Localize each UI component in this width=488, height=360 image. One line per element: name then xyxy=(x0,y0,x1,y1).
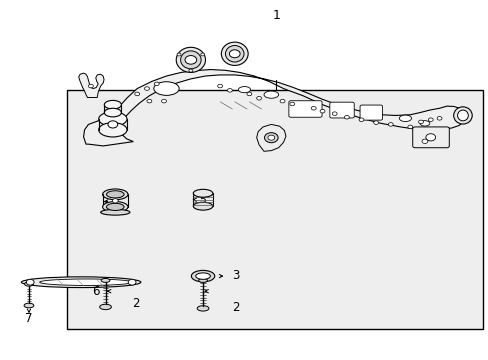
Ellipse shape xyxy=(99,112,127,126)
Ellipse shape xyxy=(193,202,212,210)
Ellipse shape xyxy=(24,303,34,308)
Circle shape xyxy=(421,139,427,143)
Circle shape xyxy=(188,69,192,72)
Circle shape xyxy=(436,117,441,120)
Text: 7: 7 xyxy=(25,311,33,325)
Ellipse shape xyxy=(104,108,121,117)
Text: 6: 6 xyxy=(92,285,100,298)
Ellipse shape xyxy=(193,189,212,197)
Ellipse shape xyxy=(101,278,110,282)
Ellipse shape xyxy=(221,42,247,66)
Ellipse shape xyxy=(238,87,250,93)
FancyBboxPatch shape xyxy=(359,105,382,120)
Ellipse shape xyxy=(100,304,111,310)
Ellipse shape xyxy=(399,115,411,122)
Ellipse shape xyxy=(191,270,214,282)
Ellipse shape xyxy=(180,51,201,69)
Polygon shape xyxy=(256,125,285,151)
Ellipse shape xyxy=(264,91,278,98)
Circle shape xyxy=(128,279,136,285)
Circle shape xyxy=(267,135,274,140)
Ellipse shape xyxy=(419,121,429,126)
Ellipse shape xyxy=(457,110,468,121)
Ellipse shape xyxy=(176,47,205,72)
Circle shape xyxy=(88,84,93,88)
Polygon shape xyxy=(79,73,104,98)
Ellipse shape xyxy=(225,45,244,62)
Circle shape xyxy=(229,50,240,58)
Circle shape xyxy=(280,99,285,103)
Circle shape xyxy=(256,96,261,100)
Circle shape xyxy=(344,116,348,119)
Circle shape xyxy=(425,134,435,141)
Circle shape xyxy=(264,133,278,143)
Circle shape xyxy=(418,120,423,124)
Bar xyxy=(66,90,483,329)
Ellipse shape xyxy=(24,282,33,286)
Ellipse shape xyxy=(154,82,179,95)
Circle shape xyxy=(135,92,140,96)
Text: 4: 4 xyxy=(113,197,120,207)
Ellipse shape xyxy=(198,278,207,282)
Circle shape xyxy=(246,92,251,96)
Circle shape xyxy=(26,279,34,285)
Circle shape xyxy=(217,84,222,88)
Text: 1: 1 xyxy=(272,9,280,22)
FancyBboxPatch shape xyxy=(329,102,353,118)
Circle shape xyxy=(112,199,118,203)
FancyBboxPatch shape xyxy=(412,127,448,148)
Circle shape xyxy=(407,125,412,129)
Text: 2: 2 xyxy=(232,301,239,314)
Circle shape xyxy=(227,89,232,92)
Circle shape xyxy=(161,99,166,103)
Polygon shape xyxy=(83,69,466,146)
Ellipse shape xyxy=(102,202,128,212)
Circle shape xyxy=(144,87,149,90)
Circle shape xyxy=(358,118,363,122)
Circle shape xyxy=(331,112,336,116)
Circle shape xyxy=(427,118,432,122)
Text: 5: 5 xyxy=(199,195,206,205)
Ellipse shape xyxy=(104,100,121,109)
Circle shape xyxy=(147,99,152,103)
Text: 3: 3 xyxy=(232,269,239,282)
Ellipse shape xyxy=(106,203,124,211)
Circle shape xyxy=(108,121,118,128)
Ellipse shape xyxy=(101,210,130,215)
Ellipse shape xyxy=(21,277,141,288)
Ellipse shape xyxy=(102,189,128,200)
Ellipse shape xyxy=(195,273,210,279)
FancyBboxPatch shape xyxy=(288,101,322,117)
Circle shape xyxy=(320,109,325,113)
Circle shape xyxy=(154,82,159,86)
Circle shape xyxy=(177,53,181,56)
Circle shape xyxy=(311,107,316,110)
Ellipse shape xyxy=(99,123,127,137)
Ellipse shape xyxy=(106,191,124,198)
Circle shape xyxy=(387,123,392,126)
Text: 2: 2 xyxy=(132,297,140,310)
Ellipse shape xyxy=(40,279,132,285)
Ellipse shape xyxy=(453,107,471,124)
Ellipse shape xyxy=(197,306,208,311)
Circle shape xyxy=(201,53,204,56)
Circle shape xyxy=(184,55,196,64)
Circle shape xyxy=(289,102,294,106)
Circle shape xyxy=(373,121,378,125)
